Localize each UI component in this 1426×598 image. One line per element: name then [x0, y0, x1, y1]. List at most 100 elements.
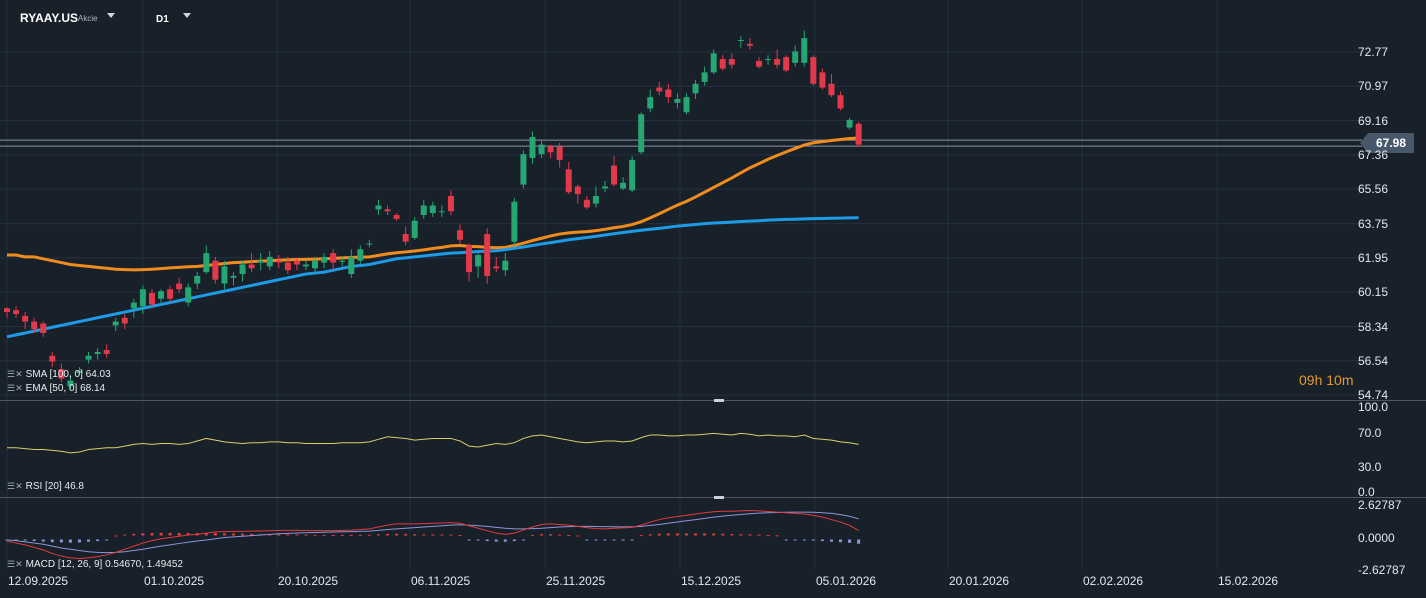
macd-histogram-bar — [829, 539, 833, 542]
ema-legend-text: EMA [50, 0] 68.14 — [25, 383, 106, 394]
date-tick-label: 05.01.2026 — [816, 574, 877, 588]
candle-body — [330, 253, 337, 263]
rsi-tick-label: 0.0 — [1358, 485, 1375, 499]
candle-body — [538, 144, 545, 155]
macd-histogram-bar — [857, 539, 861, 544]
macd-tick-label: 2.62787 — [1358, 498, 1402, 512]
macd-histogram-bar — [449, 534, 453, 536]
macd-histogram-bar — [476, 539, 480, 541]
macd-histogram-bar — [286, 534, 290, 536]
price-tick-label: 63.75 — [1358, 216, 1389, 231]
macd-histogram-bar — [521, 539, 525, 541]
macd-histogram-bar — [114, 535, 118, 537]
macd-histogram-bar — [59, 539, 63, 543]
symbol-label[interactable]: RYAAY.US — [20, 11, 79, 25]
sma-legend-text: SMA [100, 0] 64.03 — [25, 369, 111, 380]
macd-histogram-bar — [612, 539, 616, 541]
symbol-dropdown-icon[interactable] — [107, 13, 115, 18]
chart-toolbar: RYAAY.US Akcie D1 — [0, 0, 1426, 36]
macd-legend[interactable]: ☰✕ MACD [12, 26, 9] 0.54670, 1.49452 — [7, 559, 183, 570]
signal-line — [6, 511, 859, 554]
candle-body — [275, 260, 282, 263]
macd-histogram-bar — [96, 539, 100, 542]
candle-body — [348, 256, 355, 275]
candle-body — [94, 352, 101, 354]
macd-histogram-bar — [105, 539, 109, 541]
price-tick-label: 72.77 — [1358, 45, 1389, 59]
macd-histogram-bar — [657, 533, 661, 536]
macd-histogram-bar — [703, 533, 707, 536]
settings-icon[interactable]: ☰✕ — [7, 369, 23, 379]
rsi-legend[interactable]: ☰✕ RSI [20] 46.8 — [7, 481, 84, 492]
candle-body — [22, 315, 29, 322]
macd-histogram-bar — [32, 539, 36, 542]
candle-body — [40, 323, 47, 333]
candle-body — [312, 260, 319, 269]
candle-body — [420, 205, 427, 216]
macd-histogram-bar — [567, 534, 571, 536]
macd-histogram-bar — [295, 534, 299, 536]
candle-body — [638, 114, 645, 153]
date-tick-label: 25.11.2025 — [546, 574, 606, 588]
date-tick-label: 15.12.2025 — [681, 574, 742, 588]
candle-body — [656, 87, 663, 92]
candle-body — [683, 97, 690, 113]
candle-body — [746, 43, 753, 46]
candle-body — [176, 283, 183, 290]
pane-separator[interactable] — [0, 497, 1426, 498]
candle-body — [728, 59, 735, 65]
candle-body — [719, 59, 726, 69]
timeframe-dropdown-icon[interactable] — [183, 13, 191, 18]
candle-body — [810, 57, 817, 84]
sma-legend[interactable]: ☰✕ SMA [100, 0] 64.03 — [7, 369, 111, 380]
pane-resize-handle[interactable] — [714, 496, 724, 499]
candle-body — [629, 159, 636, 191]
date-tick-label: 15.02.2026 — [1218, 574, 1279, 588]
current-price-tag: 67.98 — [1360, 133, 1414, 153]
macd-histogram-bar — [757, 534, 761, 536]
settings-icon[interactable]: ☰✕ — [7, 383, 23, 393]
macd-line — [6, 510, 859, 560]
ema-line — [7, 136, 859, 272]
candle-body — [846, 119, 853, 128]
candle-body — [502, 260, 509, 271]
macd-histogram-bar — [50, 539, 54, 543]
settings-icon[interactable]: ☰✕ — [7, 559, 23, 569]
macd-histogram-bar — [358, 534, 362, 536]
macd-histogram-bar — [159, 532, 163, 536]
candle-body — [819, 72, 826, 88]
candle-body — [855, 123, 862, 145]
macd-histogram-bar — [250, 533, 254, 536]
candle-body — [375, 205, 382, 210]
settings-icon[interactable]: ☰✕ — [7, 481, 23, 491]
ema-legend[interactable]: ☰✕ EMA [50, 0] 68.14 — [7, 383, 105, 394]
candle-body — [438, 211, 445, 213]
timeframe-label[interactable]: D1 — [156, 14, 169, 25]
candle-body — [701, 72, 708, 82]
macd-histogram-bar — [540, 534, 544, 536]
candle-body — [148, 293, 155, 305]
pane-resize-handle[interactable] — [714, 399, 724, 402]
candle-body — [801, 38, 808, 63]
macd-histogram-bar — [304, 534, 308, 536]
macd-histogram-bar — [721, 533, 725, 536]
candle-body — [457, 230, 463, 240]
pane-separator[interactable] — [0, 400, 1426, 401]
macd-histogram-bar — [811, 539, 815, 541]
candle-body — [647, 97, 654, 109]
candle-body — [475, 254, 482, 267]
price-tick-label: 56.54 — [1358, 353, 1389, 368]
macd-histogram-bar — [458, 534, 462, 536]
candle-body — [411, 220, 418, 238]
candle-body — [837, 95, 844, 109]
candle-countdown: 09h 10m — [1299, 372, 1354, 388]
macd-histogram-bar — [585, 539, 589, 541]
price-tick-label: 58.34 — [1358, 319, 1389, 334]
candle-body — [257, 260, 264, 263]
macd-histogram-bar — [530, 534, 534, 536]
macd-histogram-bar — [766, 535, 770, 537]
candle-body — [284, 262, 291, 271]
macd-histogram-bar — [775, 535, 779, 537]
